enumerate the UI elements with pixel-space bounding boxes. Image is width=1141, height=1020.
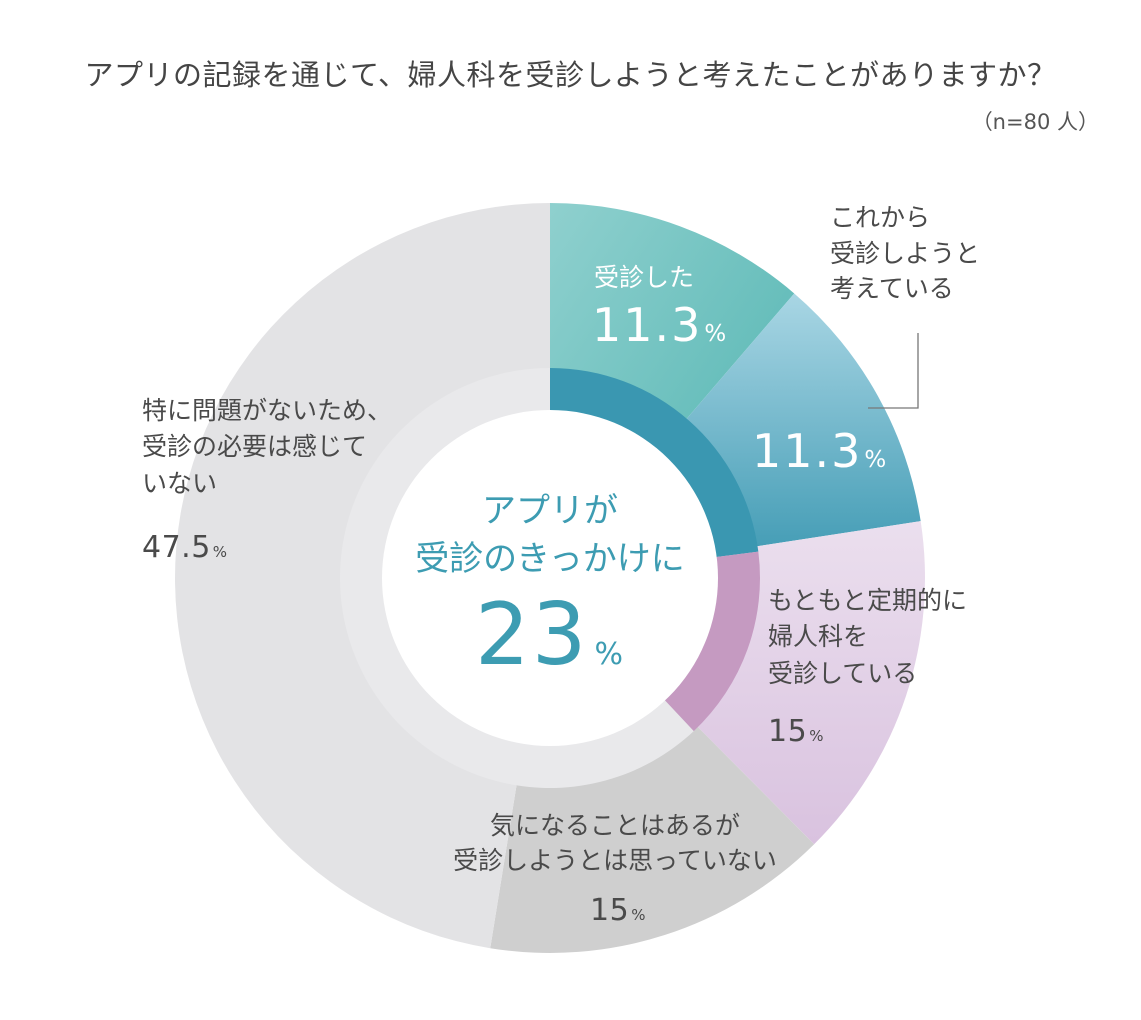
label-considering-line1: これから xyxy=(830,203,931,232)
pct-no-need-value: 47.5 xyxy=(142,530,211,565)
label-consulted-text: 受診した xyxy=(594,263,695,292)
pct-no-need-unit: % xyxy=(212,543,228,561)
label-considering-line3: 考えている xyxy=(830,274,954,303)
leader-line xyxy=(868,333,919,409)
label-consulted: 受診した xyxy=(594,260,694,296)
label-regular-line3: 受診している xyxy=(768,658,918,688)
label-no-need-line2: 受診の必要は感じて xyxy=(142,432,368,462)
pct-regular: 15% xyxy=(768,714,824,749)
pct-regular-value: 15 xyxy=(768,714,808,749)
label-regular-line1: もともと定期的に xyxy=(768,586,968,615)
inner-slice-regular xyxy=(659,551,760,732)
pct-consulted-value: 11.3 xyxy=(592,298,703,352)
inner-slice-app xyxy=(550,368,759,558)
sample-size: （n=80 人） xyxy=(971,110,1099,134)
center-value-unit: % xyxy=(594,637,625,672)
pct-not-planning: 15% xyxy=(590,893,646,928)
label-no-need-line3: いない xyxy=(142,468,218,498)
center-line1: アプリが xyxy=(482,491,618,531)
label-not-planning: 気になることはあるが 受診しようとは思っていない xyxy=(405,808,825,878)
center-caption: アプリが 受診のきっかけに xyxy=(370,488,730,583)
label-no-need-line1: 特に問題がないため、 xyxy=(142,396,393,425)
label-regular-line2: 婦人科を xyxy=(768,622,869,652)
pct-consulted: 11.3% xyxy=(592,298,728,352)
pct-not-planning-value: 15 xyxy=(590,893,630,928)
pct-regular-unit: % xyxy=(809,727,824,745)
center-value: 23% xyxy=(370,585,730,685)
pct-considering: 11.3% xyxy=(752,424,888,478)
pct-no-need: 47.5% xyxy=(142,530,228,565)
chart-title: アプリの記録を通じて、婦人科を受診しようと考えたことがありますか？ xyxy=(84,58,1057,92)
pct-considering-value: 11.3 xyxy=(752,424,863,478)
label-no-need: 特に問題がないため、 受診の必要は感じて いない xyxy=(142,393,392,502)
label-not-planning-line2: 受診しようとは思っていない xyxy=(453,846,777,875)
label-not-planning-line1: 気になることはあるが xyxy=(489,811,740,840)
center-line2: 受診のきっかけに xyxy=(415,538,685,579)
pct-not-planning-unit: % xyxy=(631,906,646,924)
label-considering-line2: 受診しようと xyxy=(830,238,981,268)
center-value-number: 23 xyxy=(475,585,589,685)
label-regular: もともと定期的に 婦人科を 受診している xyxy=(768,583,967,692)
donut-hole xyxy=(382,410,718,746)
pct-considering-unit: % xyxy=(864,447,889,473)
pct-consulted-unit: % xyxy=(704,321,729,347)
label-considering: これから 受診しようと 考えている xyxy=(830,200,980,307)
